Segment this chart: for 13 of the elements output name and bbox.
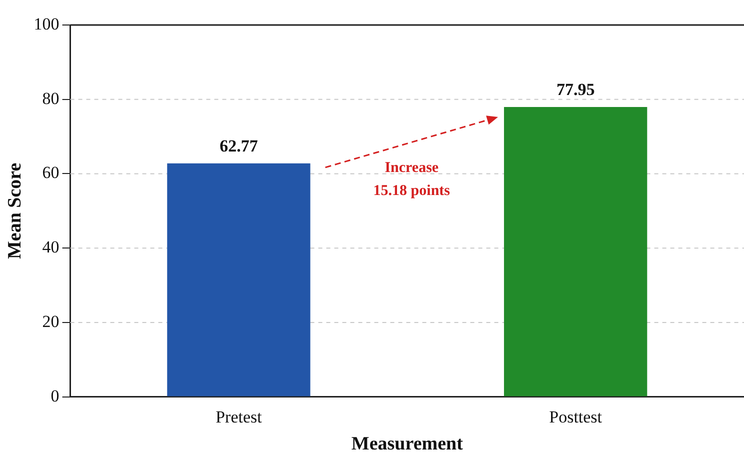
y-axis-title: Mean Score <box>4 162 26 260</box>
y-tick-label: 40 <box>42 238 60 257</box>
annotation: Increase 15.18 points <box>373 160 450 200</box>
x-tick-label: Pretest <box>216 407 262 426</box>
data-label: 62.77 <box>220 136 258 156</box>
data-label: 77.95 <box>556 80 595 99</box>
y-tick-label: 60 <box>42 163 60 182</box>
x-tick-label: Posttest <box>549 407 602 426</box>
y-tick-label: 100 <box>34 14 60 34</box>
y-tick-label: 20 <box>42 312 60 331</box>
x-axis-title: Measurement <box>351 434 464 455</box>
y-tick-label: 0 <box>50 386 60 406</box>
y-tick-label: 80 <box>42 88 60 108</box>
